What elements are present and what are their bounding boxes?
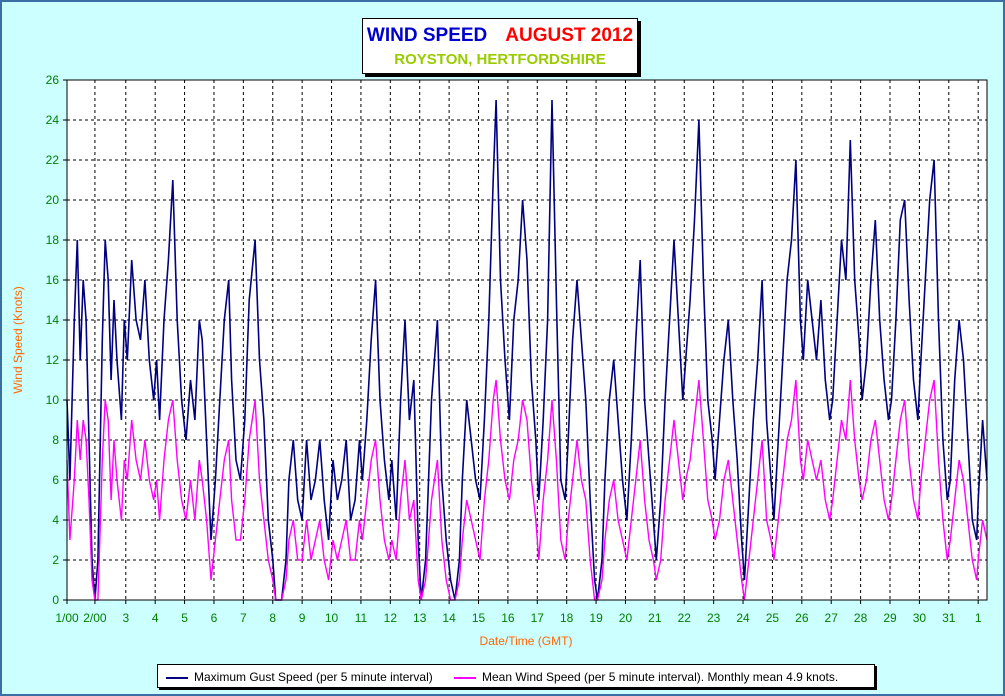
x-tick-label: 19 (589, 611, 603, 625)
chart-title-date: AUGUST 2012 (505, 25, 634, 46)
legend-item-gust: Maximum Gust Speed (per 5 minute interva… (166, 670, 433, 684)
chart-location: ROYSTON, HERTFORDSHIRE (394, 51, 606, 68)
x-tick-label: 20 (619, 611, 633, 625)
x-tick-label: 24 (736, 611, 750, 625)
y-tick-label: 12 (46, 353, 60, 367)
x-tick-label: 14 (442, 611, 456, 625)
x-tick-label: 6 (211, 611, 218, 625)
x-tick-label: 12 (384, 611, 398, 625)
chart-legend: Maximum Gust Speed (per 5 minute interva… (157, 664, 875, 688)
series-line-mean (66, 379, 988, 601)
y-axis-label: Wind Speed (Knots) (11, 286, 25, 393)
x-tick-label: 16 (501, 611, 515, 625)
x-tick-label: 31 (942, 611, 956, 625)
x-tick-label: 11 (355, 611, 368, 625)
series-line-gust (66, 99, 988, 601)
legend-swatch-mean (454, 676, 476, 679)
x-tick-label: 3 (122, 611, 129, 625)
y-tick-label: 18 (46, 233, 60, 247)
x-tick-label: 15 (472, 611, 486, 625)
x-tick-label: 30 (913, 611, 927, 625)
x-tick-label: 7 (240, 611, 247, 625)
x-tick-label: 10 (325, 611, 339, 625)
y-tick-label: 0 (52, 593, 59, 607)
plot-border (66, 79, 988, 601)
x-tick-label: 27 (825, 611, 839, 625)
x-tick-label: 17 (531, 611, 545, 625)
x-tick-label: 1 (975, 611, 982, 625)
x-tick-label: 28 (854, 611, 868, 625)
x-tick-label: 5 (181, 611, 188, 625)
x-tick-label: 4 (152, 611, 159, 625)
x-tick-label: 25 (766, 611, 780, 625)
x-tick-label: 29 (883, 611, 897, 625)
chart-title: WIND SPEED (366, 25, 488, 46)
y-tick-label: 14 (46, 313, 60, 327)
x-axis-label: Date/Time (GMT) (480, 634, 573, 648)
y-tick-label: 24 (46, 113, 60, 127)
legend-swatch-gust (166, 676, 188, 679)
x-tick-label: 13 (413, 611, 427, 625)
y-tick-label: 10 (46, 393, 60, 407)
y-tick-label: 6 (52, 473, 59, 487)
legend-item-mean: Mean Wind Speed (per 5 minute interval).… (454, 670, 838, 684)
y-tick-label: 20 (46, 193, 60, 207)
x-tick-label: 22 (678, 611, 692, 625)
legend-label-gust: Maximum Gust Speed (per 5 minute interva… (194, 670, 433, 684)
x-tick-label: 18 (560, 611, 574, 625)
chart-title-box: WIND SPEED AUGUST 2012 ROYSTON, HERTFORDS… (362, 18, 638, 74)
x-tick-label: 23 (707, 611, 721, 625)
x-tick-label: 1/00 (55, 611, 79, 625)
x-tick-label: 21 (648, 611, 662, 625)
x-tick-label: 26 (795, 611, 809, 625)
y-tick-label: 8 (52, 433, 59, 447)
plot-area (67, 80, 987, 600)
y-tick-label: 22 (46, 153, 60, 167)
y-tick-label: 2 (52, 553, 59, 567)
x-tick-label: 8 (269, 611, 276, 625)
y-tick-label: 26 (46, 73, 60, 87)
x-tick-label: 9 (299, 611, 306, 625)
y-tick-label: 4 (52, 513, 59, 527)
legend-label-mean: Mean Wind Speed (per 5 minute interval).… (482, 670, 839, 684)
x-tick-label: 2/00 (83, 611, 107, 625)
y-tick-label: 16 (46, 273, 60, 287)
